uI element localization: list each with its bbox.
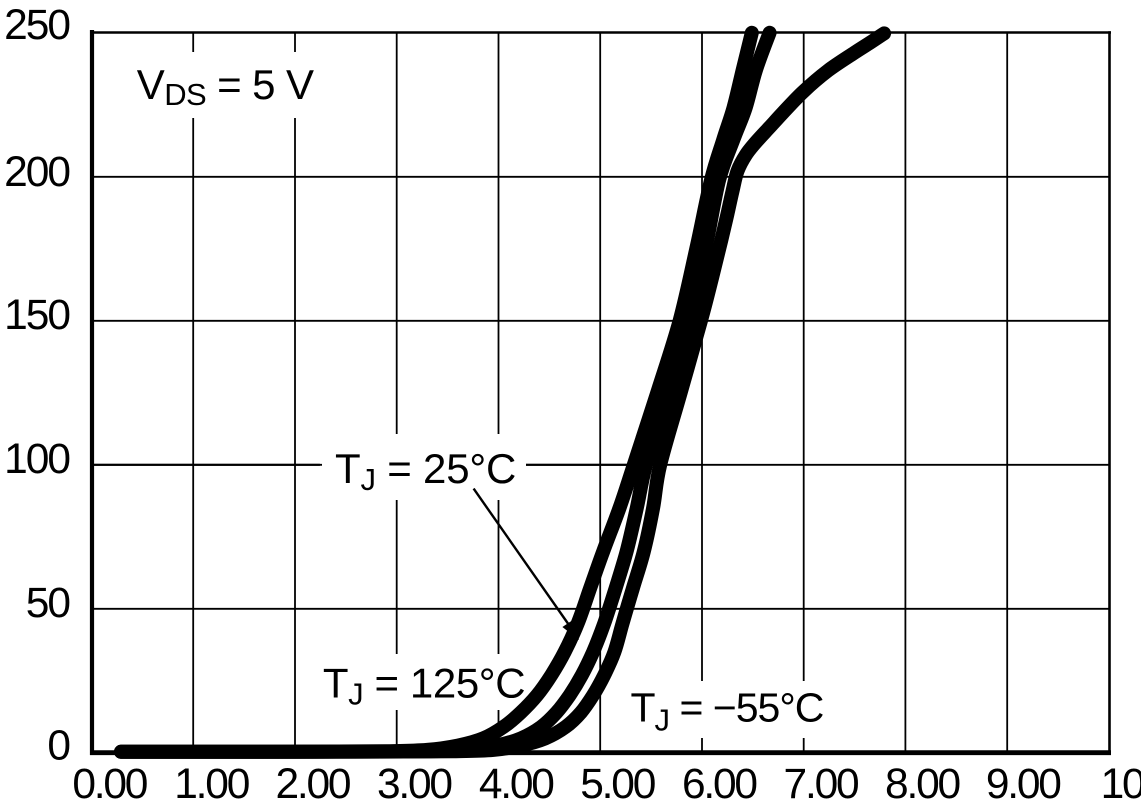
svg-text:TJ = 25°C: TJ = 25°C <box>335 445 516 497</box>
svg-text:250: 250 <box>4 2 69 49</box>
svg-text:200: 200 <box>4 149 69 196</box>
svg-text:4.00: 4.00 <box>479 761 553 808</box>
svg-text:0.00: 0.00 <box>72 761 146 808</box>
svg-text:1.00: 1.00 <box>174 761 248 808</box>
svg-text:0: 0 <box>47 723 69 770</box>
svg-text:9.00: 9.00 <box>986 761 1060 808</box>
svg-text:TJ = −55°C: TJ = −55°C <box>631 685 824 738</box>
svg-text:150: 150 <box>4 292 69 339</box>
svg-text:2.00: 2.00 <box>275 761 349 808</box>
svg-text:VDS = 5 V: VDS = 5 V <box>137 61 314 112</box>
svg-text:6.00: 6.00 <box>682 761 756 808</box>
svg-text:50: 50 <box>26 580 70 627</box>
svg-text:10: 10 <box>1101 761 1141 808</box>
svg-text:7.00: 7.00 <box>784 761 858 808</box>
svg-text:5.00: 5.00 <box>580 761 654 808</box>
svg-text:8.00: 8.00 <box>885 761 959 808</box>
svg-text:3.00: 3.00 <box>377 761 451 808</box>
svg-text:TJ = 125°C: TJ = 125°C <box>323 660 525 712</box>
svg-text:100: 100 <box>4 436 69 483</box>
